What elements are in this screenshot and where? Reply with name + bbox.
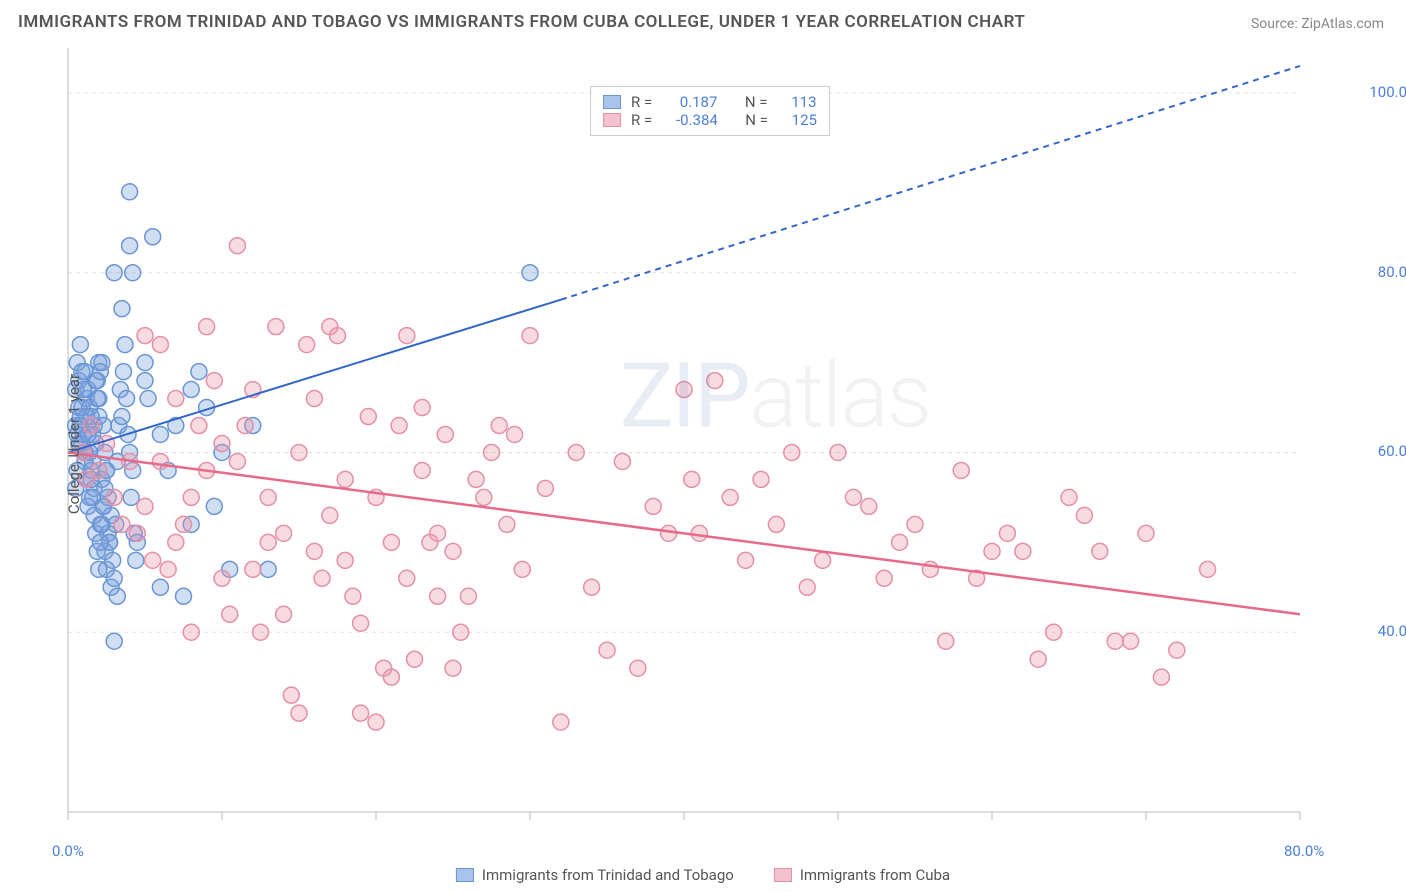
legend-label-2: Immigrants from Cuba (800, 866, 950, 884)
x-tick-label: 80.0% (1284, 842, 1324, 860)
swatch-series-1 (603, 95, 621, 109)
legend-swatch-2 (774, 868, 792, 882)
y-tick-label: 40.0% (1364, 622, 1406, 640)
y-tick-label: 80.0% (1364, 263, 1406, 281)
plot-area: College, Under 1 year ZIPatlas R = 0.187… (60, 40, 1360, 830)
swatch-series-2 (603, 113, 621, 127)
y-axis-label: College, Under 1 year (65, 374, 83, 514)
legend-item-series-2: Immigrants from Cuba (774, 866, 950, 884)
legend-swatch-1 (456, 868, 474, 882)
bottom-legend: Immigrants from Trinidad and Tobago Immi… (456, 866, 950, 884)
chart-title: IMMIGRANTS FROM TRINIDAD AND TOBAGO VS I… (18, 12, 1025, 32)
stats-row-series-1: R = 0.187 N = 113 (603, 93, 817, 111)
legend-label-1: Immigrants from Trinidad and Tobago (482, 866, 734, 884)
x-tick-label: 0.0% (52, 842, 84, 860)
stats-legend-box: R = 0.187 N = 113 R = -0.384 N = 125 (590, 86, 830, 136)
source-attribution: Source: ZipAtlas.com (1251, 16, 1384, 32)
legend-item-series-1: Immigrants from Trinidad and Tobago (456, 866, 734, 884)
stats-row-series-2: R = -0.384 N = 125 (603, 111, 817, 129)
y-tick-label: 60.0% (1364, 442, 1406, 460)
y-tick-label: 100.0% (1364, 83, 1406, 101)
